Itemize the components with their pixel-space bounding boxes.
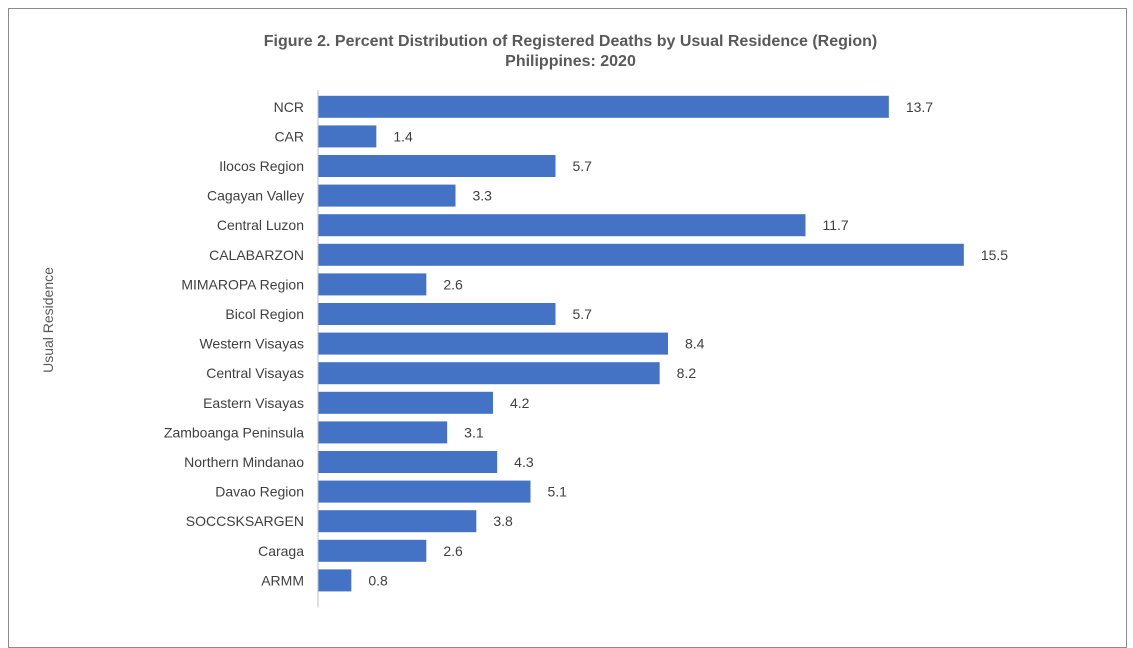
bar-caraga [318, 539, 427, 562]
data-label-eastern-visayas: 4.2 [510, 395, 530, 411]
chart-subtitle: Philippines: 2020 [505, 53, 636, 70]
data-label-central-luzon: 11.7 [823, 217, 849, 233]
data-label-armm: 0.8 [368, 572, 388, 588]
bar-mimaropa-region [318, 273, 427, 296]
data-label-northern-mindanao: 4.3 [514, 454, 534, 470]
bar-armm [318, 569, 352, 592]
data-label-calabarzon: 15.5 [981, 247, 1008, 263]
category-label-cagayan-valley: Cagayan Valley [207, 188, 304, 204]
data-label-ncr: 13.7 [906, 99, 933, 115]
data-label-western-visayas: 8.4 [685, 336, 705, 352]
category-label-caraga: Caraga [258, 543, 304, 559]
category-label-mimaropa-region: MIMAROPA Region [181, 276, 304, 292]
data-label-bicol-region: 5.7 [573, 306, 593, 322]
category-label-central-visayas: Central Visayas [206, 365, 304, 381]
bar-central-luzon [318, 214, 806, 237]
bar-central-visayas [318, 362, 660, 385]
category-label-eastern-visayas: Eastern Visayas [203, 395, 304, 411]
category-label-northern-mindanao: Northern Mindanao [184, 454, 304, 470]
bar-cagayan-valley [318, 184, 456, 207]
data-label-central-visayas: 8.2 [677, 365, 697, 381]
bar-ncr [318, 95, 889, 118]
bar-eastern-visayas [318, 391, 493, 414]
bar-soccsksargen [318, 510, 477, 533]
bar-car [318, 125, 377, 148]
category-label-car: CAR [274, 128, 304, 144]
data-label-davao-region: 5.1 [548, 484, 568, 500]
bar-zamboanga-peninsula [318, 421, 448, 444]
bar-bicol-region [318, 303, 556, 325]
category-label-ilocos-region: Ilocos Region [219, 158, 304, 174]
chart-title: Figure 2. Percent Distribution of Regist… [263, 33, 878, 50]
category-label-zamboanga-peninsula: Zamboanga Peninsula [164, 424, 304, 440]
category-label-armm: ARMM [261, 572, 304, 588]
category-label-calabarzon: CALABARZON [209, 247, 304, 263]
data-label-caraga: 2.6 [443, 543, 463, 559]
data-label-cagayan-valley: 3.3 [473, 188, 493, 204]
bar-ilocos-region [318, 155, 556, 177]
bar-davao-region [318, 480, 531, 503]
category-label-ncr: NCR [274, 99, 304, 115]
bar-calabarzon [318, 243, 964, 266]
bar-chart: NCR 13.7 CAR 1.4 Ilocos Region 5.7 Cagayan Val… [164, 90, 1008, 608]
category-label-davao-region: Davao Region [215, 484, 304, 500]
category-label-soccsksargen: SOCCSKSARGEN [186, 513, 304, 529]
chart-title-block: Figure 2. Percent Distribution of Regist… [0, 32, 1133, 72]
category-label-western-visayas: Western Visayas [199, 336, 304, 352]
data-label-ilocos-region: 5.7 [573, 158, 593, 174]
data-label-mimaropa-region: 2.6 [443, 276, 463, 292]
bar-western-visayas [318, 332, 668, 355]
data-label-car: 1.4 [393, 128, 413, 144]
data-label-soccsksargen: 3.8 [493, 513, 513, 529]
category-label-central-luzon: Central Luzon [217, 217, 304, 233]
bar-northern-mindanao [318, 451, 498, 473]
bars-group: NCR 13.7 CAR 1.4 Ilocos Region 5.7 Cagayan Val… [164, 95, 1008, 592]
category-label-bicol-region: Bicol Region [225, 306, 304, 322]
data-label-zamboanga-peninsula: 3.1 [464, 424, 484, 440]
